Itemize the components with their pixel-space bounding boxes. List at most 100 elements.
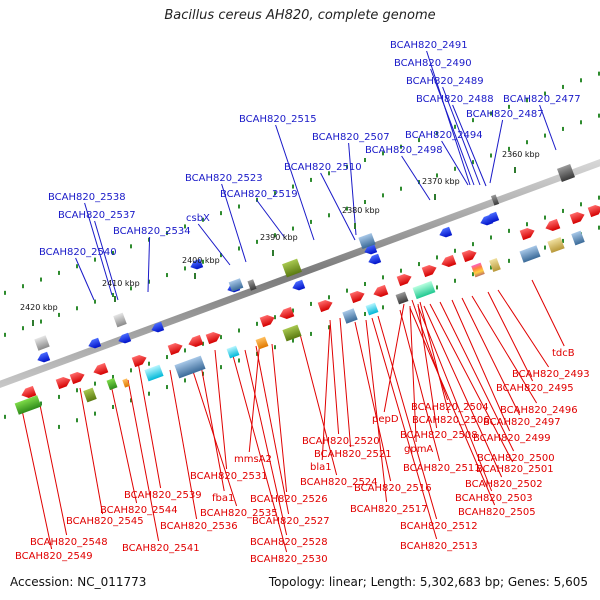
lower-gene-label[interactable]: BCAH820_2524 [300,477,378,488]
lower-gene-label[interactable]: BCAH820_2528 [250,537,328,548]
gene-lower-strand[interactable] [259,313,277,328]
lower-gene-label[interactable]: BCAH820_2536 [160,521,238,532]
gene-lower-strand[interactable] [461,248,479,263]
gene-lower-box[interactable] [83,387,97,403]
lower-gene-label[interactable]: bla1 [310,462,332,473]
gene-lower-box[interactable] [14,395,42,415]
lower-gene-label[interactable]: BCAH820_2504 [411,402,489,413]
gene-lower-box[interactable] [342,308,358,324]
gene-upper-strand[interactable] [36,351,51,365]
upper-gene-label[interactable]: BCAH820_2519 [220,189,298,200]
lower-gene-label[interactable]: BCAH820_2530 [250,554,328,565]
lower-gene-label[interactable]: BCAH820_2500 [477,453,555,464]
upper-gene-label[interactable]: BCAH820_2498 [365,145,443,156]
lower-gene-label[interactable]: BCAH820_2506 [412,415,490,426]
gene-upper-strand[interactable] [363,243,378,257]
upper-gene-label[interactable]: BCAH820_2494 [405,130,483,141]
gene-lower-strand[interactable] [317,298,335,313]
gene-lower-strand[interactable] [587,203,600,218]
gene-lower-box[interactable] [547,236,565,254]
gene-upper-strand[interactable] [117,332,132,346]
gene-lower-strand[interactable] [278,306,295,321]
lower-gene-label[interactable]: BCAH820_2511 [403,463,481,474]
gene-lower-strand[interactable] [396,272,414,287]
gene-lower-box[interactable] [122,378,130,388]
lower-gene-labels[interactable]: tdcB BCAH820_2493 BCAH820_2495 BCAH820_2496… [15,348,590,565]
lower-gene-label[interactable]: BCAH820_2503 [455,493,533,504]
gene-upper-strand[interactable] [438,226,453,240]
gene-upper-box[interactable] [490,194,500,206]
upper-gene-label[interactable]: BCAH820_2537 [58,210,136,221]
lower-gene-label[interactable]: tdcB [552,348,575,359]
gene-lower-strand[interactable] [205,330,223,345]
lower-gene-label[interactable]: BCAH820_2541 [122,543,200,554]
gene-upper-strand[interactable] [150,321,165,335]
lower-gene-label[interactable]: pepD [372,414,399,425]
upper-gene-label[interactable]: BCAH820_2489 [406,76,484,87]
lower-gene-label[interactable]: BCAH820_2502 [465,479,543,490]
lower-gene-label[interactable]: BCAH820_2497 [483,417,561,428]
lower-gene-label[interactable]: BCAH820_2520 [302,436,380,447]
gene-lower-strand[interactable] [544,218,561,233]
lower-gene-label[interactable]: BCAH820_2548 [30,537,108,548]
upper-gene-label[interactable]: BCAH820_2510 [284,162,362,173]
lower-gene-label[interactable]: BCAH820_2513 [400,541,478,552]
lower-gene-label[interactable]: BCAH820_2527 [252,516,330,527]
lower-gene-label[interactable]: BCAH820_2549 [15,551,93,562]
gene-upper-box[interactable] [247,279,257,291]
lower-gene-label[interactable]: BCAH820_2512 [400,521,478,532]
gene-lower-box[interactable] [489,257,501,273]
upper-gene-label[interactable]: BCAH820_2523 [185,173,263,184]
lower-gene-label[interactable]: BCAH820_2521 [314,449,392,460]
gene-upper-strand[interactable] [189,258,204,272]
lower-gene-label[interactable]: BCAH820_2535 [200,508,278,519]
gene-lower-strand[interactable] [187,334,204,349]
lower-gene-label[interactable]: fba1 [212,493,234,504]
gene-lower-box[interactable] [282,324,302,342]
gene-lower-strand[interactable] [519,226,537,241]
gene-upper-box[interactable] [113,312,127,328]
upper-gene-labels[interactable]: BCAH820_2491 BCAH820_2490 BCAH820_2489 BCAH… [39,40,581,258]
gene-lower-strand[interactable] [167,341,185,356]
lower-gene-label[interactable]: BCAH820_2526 [250,494,328,505]
gene-lower-box[interactable] [144,364,164,382]
gene-upper-box[interactable] [34,335,50,351]
upper-gene-label[interactable]: BCAH820_2515 [239,114,317,125]
gene-lower-strand[interactable] [349,289,367,304]
gene-lower-strand[interactable] [421,263,439,278]
lower-gene-label[interactable]: BCAH820_2499 [473,433,551,444]
gene-lower-box[interactable] [519,245,541,263]
lower-gene-label[interactable]: BCAH820_2539 [124,490,202,501]
upper-gene-label[interactable]: BCAH820_2491 [390,40,468,51]
lower-gene-label[interactable]: BCAH820_2508 [400,430,478,441]
gene-lower-strand[interactable] [55,375,73,390]
gene-lower-strand[interactable] [69,370,87,385]
gene-features[interactable] [14,164,600,415]
gene-lower-box[interactable] [106,377,118,391]
lower-gene-label[interactable]: BCAH820_2516 [354,483,432,494]
gene-lower-box[interactable] [226,345,240,359]
lower-gene-label[interactable]: mmsA2 [234,454,272,465]
gene-upper-strand[interactable] [367,253,382,267]
gene-upper-strand[interactable] [485,211,500,225]
gene-lower-strand[interactable] [440,254,457,269]
gene-lower-strand[interactable] [372,284,389,299]
upper-gene-label[interactable]: BCAH820_2534 [113,226,191,237]
gene-lower-box[interactable] [395,291,409,305]
lower-gene-label[interactable]: BCAH820_2493 [512,369,590,380]
gene-lower-box[interactable] [471,262,485,278]
upper-gene-label[interactable]: BCAH820_2490 [394,58,472,69]
gene-upper-box[interactable] [282,258,302,278]
gene-lower-box[interactable] [412,280,436,300]
gene-lower-strand[interactable] [131,353,149,368]
lower-gene-label[interactable]: BCAH820_2505 [458,507,536,518]
gene-upper-box[interactable] [557,164,575,182]
lower-gene-label[interactable]: BCAH820_2501 [476,464,554,475]
upper-gene-label[interactable]: BCAH820_2477 [503,94,581,105]
upper-gene-label[interactable]: BCAH820_2538 [48,192,126,203]
upper-gene-label[interactable]: BCAH820_2507 [312,132,390,143]
upper-gene-label[interactable]: BCAH820_2488 [416,94,494,105]
gene-upper-strand[interactable] [291,279,306,293]
gene-lower-box[interactable] [174,355,206,379]
